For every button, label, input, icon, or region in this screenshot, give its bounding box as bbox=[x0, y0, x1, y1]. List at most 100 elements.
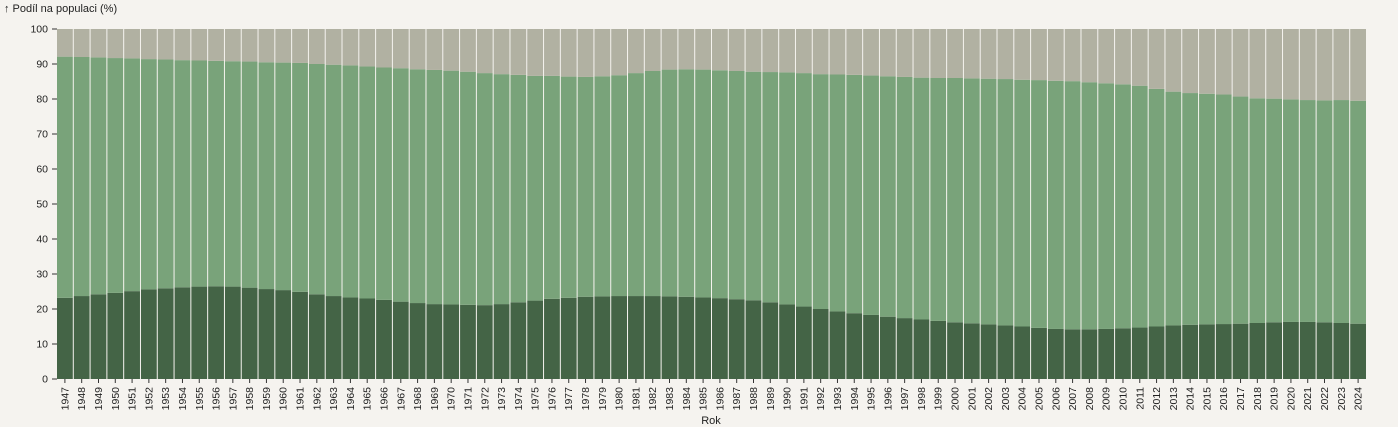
x-tick-label-1989: 1989 bbox=[765, 387, 777, 411]
bar-segment-1965-1 bbox=[359, 66, 376, 299]
x-tick-label-1980: 1980 bbox=[614, 387, 626, 411]
bar-segment-1994-1 bbox=[846, 74, 863, 314]
bar-segment-2024-1 bbox=[1350, 100, 1366, 324]
bar-segment-1959-1 bbox=[258, 62, 275, 290]
bar-segment-1995-0 bbox=[863, 314, 879, 379]
x-tick-label-1982: 1982 bbox=[647, 387, 659, 411]
y-tick-label: 80 bbox=[36, 94, 48, 106]
bar-segment-1953-0 bbox=[157, 288, 174, 379]
x-tick-label-1955: 1955 bbox=[194, 387, 206, 411]
x-tick-label-2006: 2006 bbox=[1050, 387, 1062, 411]
bar-segment-1982-1 bbox=[644, 71, 661, 297]
bar-segment-2024-2 bbox=[1350, 29, 1366, 101]
x-tick-label-1975: 1975 bbox=[530, 387, 542, 411]
bar-segment-1954-1 bbox=[174, 60, 191, 288]
bar-segment-2005-0 bbox=[1031, 327, 1047, 379]
bar-segment-1957-2 bbox=[224, 29, 241, 62]
bar-segment-1983-0 bbox=[661, 296, 678, 379]
bar-segment-2016-1 bbox=[1215, 94, 1232, 325]
bar-segment-1978-2 bbox=[577, 29, 594, 77]
bar-segment-1954-0 bbox=[174, 287, 191, 379]
x-tick-label-2016: 2016 bbox=[1218, 387, 1230, 411]
bar-segment-2019-1 bbox=[1266, 98, 1283, 323]
bar-segment-2022-1 bbox=[1316, 100, 1333, 323]
bar-segment-1951-0 bbox=[124, 291, 140, 379]
bar-segment-2020-0 bbox=[1283, 321, 1299, 379]
bar-segment-2001-1 bbox=[963, 78, 980, 324]
bar-segment-1952-0 bbox=[140, 289, 157, 379]
bar-segment-2004-1 bbox=[1014, 79, 1031, 327]
bar-segment-1976-2 bbox=[544, 29, 560, 76]
bar-segment-1992-1 bbox=[812, 74, 829, 310]
bar-segment-1972-0 bbox=[476, 305, 493, 379]
x-tick-label-1958: 1958 bbox=[244, 387, 256, 411]
bar-segment-2024-0 bbox=[1350, 323, 1366, 379]
x-tick-label-2021: 2021 bbox=[1302, 387, 1314, 411]
bar-segment-1995-1 bbox=[863, 75, 879, 315]
bar-segment-1964-2 bbox=[342, 29, 359, 66]
bar-segment-1996-1 bbox=[879, 76, 896, 317]
bar-segment-1959-0 bbox=[258, 289, 275, 379]
bar-segment-2014-0 bbox=[1182, 324, 1199, 379]
bar-segment-1977-0 bbox=[560, 297, 577, 379]
bar-segment-2005-2 bbox=[1031, 29, 1047, 81]
x-tick-label-2005: 2005 bbox=[1034, 387, 1046, 411]
bar-segment-1991-1 bbox=[795, 73, 812, 307]
bar-segment-2022-0 bbox=[1316, 322, 1333, 379]
bar-segment-1951-2 bbox=[124, 29, 140, 59]
x-tick-label-1987: 1987 bbox=[731, 387, 743, 411]
x-tick-label-2010: 2010 bbox=[1117, 387, 1129, 411]
bar-segment-1993-2 bbox=[829, 29, 846, 75]
bar-segment-1960-0 bbox=[275, 290, 292, 379]
bar-segment-1978-1 bbox=[577, 76, 594, 297]
y-tick-label: 90 bbox=[36, 59, 48, 71]
x-tick-label-1981: 1981 bbox=[630, 387, 642, 411]
bar-segment-1998-0 bbox=[913, 319, 930, 379]
x-tick-label-1995: 1995 bbox=[866, 387, 878, 411]
bar-segment-1962-2 bbox=[308, 29, 325, 64]
bar-segment-1952-2 bbox=[140, 29, 157, 60]
x-tick-label-2020: 2020 bbox=[1285, 387, 1297, 411]
bar-segment-2009-1 bbox=[1098, 83, 1115, 329]
bar-segment-2020-1 bbox=[1283, 99, 1299, 322]
bar-segment-1956-0 bbox=[208, 286, 224, 379]
x-tick-label-1973: 1973 bbox=[496, 387, 508, 411]
bar-segment-2012-1 bbox=[1148, 88, 1165, 327]
bar-segment-2008-0 bbox=[1081, 329, 1098, 379]
y-tick-label: 100 bbox=[30, 24, 48, 36]
bar-segment-2021-0 bbox=[1299, 321, 1316, 379]
bar-segment-1975-1 bbox=[527, 75, 544, 301]
bar-segment-1958-1 bbox=[241, 61, 258, 288]
bar-segment-2011-0 bbox=[1131, 327, 1148, 379]
bar-segment-1950-2 bbox=[107, 29, 124, 59]
x-axis-title: Rok bbox=[701, 415, 721, 427]
bar-segment-1980-1 bbox=[611, 75, 628, 297]
bar-segment-1947-2 bbox=[57, 29, 73, 57]
bars-group bbox=[57, 29, 1366, 379]
bar-segment-2003-1 bbox=[997, 79, 1014, 326]
bar-segment-1980-2 bbox=[611, 29, 628, 76]
x-tick-label-2004: 2004 bbox=[1017, 387, 1029, 411]
bar-segment-1963-0 bbox=[325, 296, 342, 379]
bar-segment-2002-1 bbox=[980, 78, 997, 325]
x-tick-label-1977: 1977 bbox=[563, 387, 575, 411]
bar-segment-2006-0 bbox=[1047, 328, 1064, 379]
x-tick-label-1950: 1950 bbox=[110, 387, 122, 411]
x-tick-label-1952: 1952 bbox=[143, 387, 155, 411]
bar-segment-1961-0 bbox=[292, 291, 308, 379]
bar-segment-2022-2 bbox=[1316, 29, 1333, 101]
bar-segment-1947-1 bbox=[57, 56, 73, 298]
bar-segment-1977-2 bbox=[560, 29, 577, 77]
y-tick-label: 10 bbox=[36, 339, 48, 351]
x-tick-label-2001: 2001 bbox=[966, 387, 978, 411]
bar-segment-1971-2 bbox=[460, 29, 476, 72]
bar-segment-1986-1 bbox=[712, 70, 728, 299]
bar-segment-1979-2 bbox=[594, 29, 611, 77]
x-tick-label-1993: 1993 bbox=[832, 387, 844, 411]
x-tick-label-1988: 1988 bbox=[748, 387, 760, 411]
bar-segment-1966-1 bbox=[376, 67, 392, 300]
bar-segment-1960-2 bbox=[275, 29, 292, 63]
bar-segment-2012-0 bbox=[1148, 326, 1165, 379]
bar-segment-1988-1 bbox=[745, 71, 762, 301]
bar-segment-1959-2 bbox=[258, 29, 275, 63]
